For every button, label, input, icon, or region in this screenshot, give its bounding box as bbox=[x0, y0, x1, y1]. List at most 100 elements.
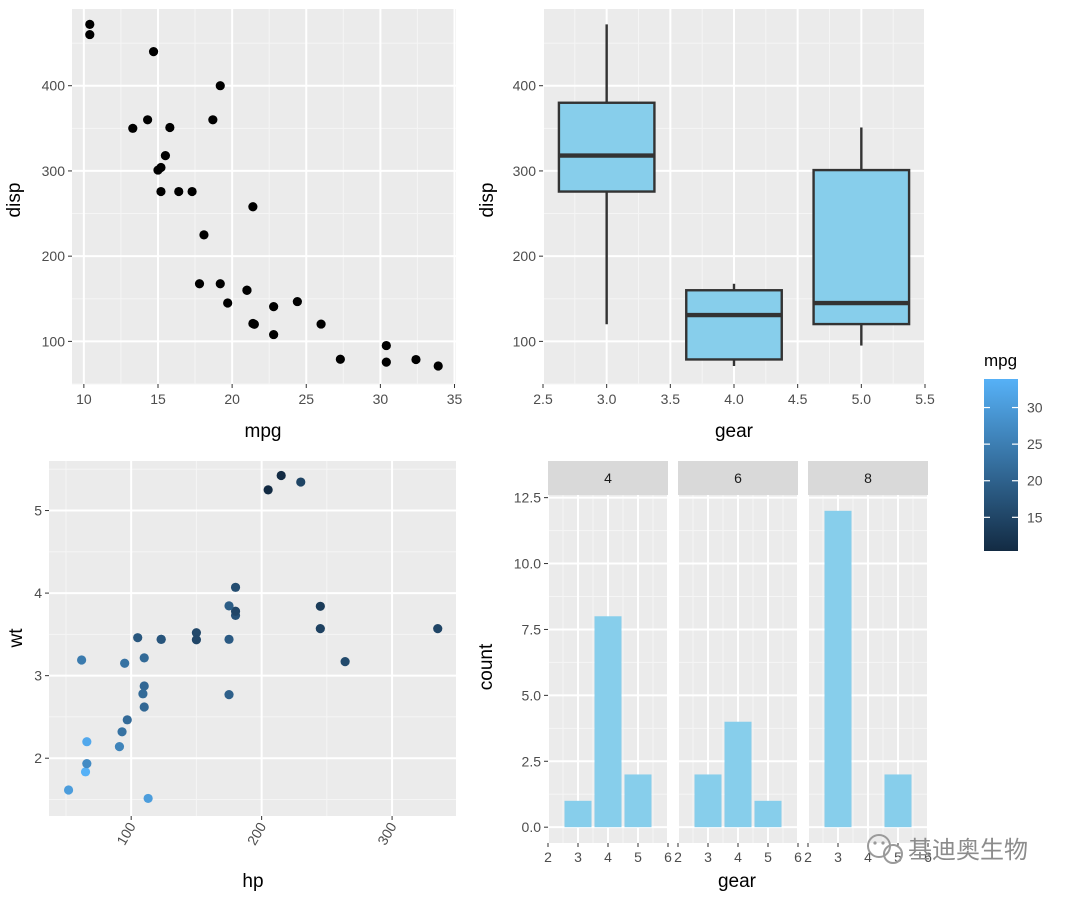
panel-a-point bbox=[248, 318, 258, 329]
panel-a-point bbox=[199, 230, 209, 240]
panel-b-y-tick-label: 300 bbox=[513, 163, 537, 179]
panel-b-y-title: disp bbox=[477, 183, 498, 218]
legend-colorbar bbox=[984, 379, 1018, 551]
watermark: 基迪奥生物 bbox=[867, 834, 1028, 864]
panel-a-background bbox=[72, 9, 456, 384]
panel-c-point bbox=[77, 655, 87, 665]
panel-a-point bbox=[381, 340, 391, 351]
panel-c-point bbox=[276, 470, 286, 481]
panel-b-x-tick-label: 3.0 bbox=[597, 391, 617, 407]
panel-c-x-title: hp bbox=[242, 871, 263, 892]
panel-c-marks: 100 200 300 2 3 4 5 bbox=[34, 461, 456, 848]
panel-a-x-tick-label: 35 bbox=[447, 391, 463, 407]
panel-c-point bbox=[120, 658, 130, 668]
panel-d-y-tick-label: 2.5 bbox=[522, 753, 542, 769]
panel-a-point bbox=[269, 329, 279, 340]
panel-a-x-tick-label: 30 bbox=[373, 391, 389, 407]
panel-b-y-tick-label: 200 bbox=[513, 248, 537, 264]
panel-c-y-tick-label: 5 bbox=[34, 503, 42, 519]
panel-b-box bbox=[812, 168, 911, 326]
wechat-icon bbox=[867, 834, 903, 864]
panel-c-x-tick-label: 100 bbox=[113, 819, 139, 847]
panel-d-y-tick-label: 7.5 bbox=[522, 621, 542, 637]
panel-c-point bbox=[224, 601, 234, 611]
panel-b-x-title: gear bbox=[715, 421, 754, 442]
panel-a-marks: 10 15 20 25 30 35 100 200 300 400 bbox=[42, 9, 463, 407]
panel-c-point bbox=[230, 606, 241, 616]
panel-c-point bbox=[63, 785, 74, 795]
panel-c-y-tick-label: 3 bbox=[34, 668, 42, 684]
panel-a-x-tick-label: 15 bbox=[150, 391, 166, 407]
panel-b-x-tick-label: 2.5 bbox=[533, 391, 553, 407]
panel-a-point bbox=[316, 319, 326, 329]
panel-d-y-tick-label: 0.0 bbox=[522, 819, 542, 835]
panel-c-point bbox=[143, 793, 153, 804]
panel-c-point bbox=[139, 653, 149, 663]
legend-tick-label: 25 bbox=[1027, 436, 1043, 452]
panel-a-point bbox=[215, 279, 225, 289]
panel-a-point bbox=[208, 115, 218, 125]
bar-gear-3 bbox=[824, 510, 852, 828]
panel-c-point bbox=[139, 681, 149, 691]
panel-a-y-tick-label: 300 bbox=[42, 163, 66, 179]
chart-scatter-mpg-disp: 10 15 20 25 30 35 100 200 300 400 mpg disp bbox=[4, 9, 463, 442]
panel-d-x-title: gear bbox=[718, 871, 757, 892]
panel-a-point bbox=[128, 123, 138, 133]
panel-c-point bbox=[340, 657, 350, 667]
panel-a-point bbox=[292, 296, 302, 307]
panel-c-y-tick-label: 2 bbox=[34, 750, 42, 766]
panel-c-point bbox=[315, 601, 325, 611]
panel-d-marks: 42 3 4 5 662 3 4 5 682 3 4 5 60.02.55.07.510.012.5 bbox=[514, 461, 932, 865]
panel-a-point bbox=[165, 122, 175, 133]
panel-c-point bbox=[263, 485, 273, 495]
panel-c-y-title: wt bbox=[6, 628, 27, 649]
panel-a-y-tick-label: 100 bbox=[42, 333, 66, 349]
panel-c-point bbox=[433, 623, 443, 634]
bar-gear-3 bbox=[694, 774, 722, 828]
facet-x-tick-label: 4 bbox=[864, 849, 872, 865]
panel-c-point bbox=[80, 767, 91, 777]
legend-marks: 15 20 25 30 bbox=[984, 400, 1043, 525]
facet-strip bbox=[678, 461, 798, 495]
facet-x-tick-label: 6 bbox=[664, 849, 672, 865]
panel-a-point bbox=[194, 279, 205, 289]
panel-c-point bbox=[315, 623, 325, 634]
legend-tick-label: 20 bbox=[1027, 473, 1043, 489]
panel-a-point bbox=[153, 165, 163, 175]
panel-b-x-tick-label: 5.0 bbox=[852, 391, 872, 407]
legend-tick-label: 15 bbox=[1027, 509, 1043, 525]
panel-a-point bbox=[223, 298, 233, 308]
panel-a-point bbox=[381, 357, 391, 367]
panel-c-point bbox=[139, 702, 149, 712]
facet-x-tick-label: 4 bbox=[734, 849, 742, 865]
bar-gear-4 bbox=[594, 616, 622, 828]
panel-a-point bbox=[215, 81, 225, 91]
facet-x-tick-label: 5 bbox=[764, 849, 772, 865]
panel-c-point bbox=[191, 628, 202, 638]
panel-d-y-tick-label: 5.0 bbox=[522, 687, 542, 703]
panel-b-box bbox=[685, 289, 783, 361]
facet-x-tick-label: 3 bbox=[704, 849, 712, 865]
facet-x-tick-label: 2 bbox=[674, 849, 682, 865]
facet-x-tick-label: 6 bbox=[794, 849, 802, 865]
panel-c-point bbox=[122, 715, 132, 725]
bar-gear-5 bbox=[624, 774, 652, 828]
facet-strip-label: 8 bbox=[864, 470, 872, 486]
panel-b-marks: 2.5 3.0 3.5 4.0 4.5 5.0 5.5 100 200 300 400 bbox=[513, 9, 935, 407]
panel-a-point bbox=[143, 115, 153, 125]
bar-gear-5 bbox=[884, 774, 912, 828]
panel-c-point bbox=[230, 582, 241, 592]
panel-a-point bbox=[85, 19, 95, 29]
legend-title: mpg bbox=[984, 351, 1017, 370]
panel-a-y-title: disp bbox=[4, 183, 25, 218]
facet-x-tick-label: 5 bbox=[894, 849, 902, 865]
panel-c-point bbox=[191, 635, 202, 645]
facet-strip bbox=[808, 461, 928, 495]
panel-a-x-title: mpg bbox=[245, 421, 282, 442]
facet-x-tick-label: 2 bbox=[544, 849, 552, 865]
panel-a-point bbox=[174, 186, 184, 197]
panel-a-point bbox=[148, 47, 159, 57]
panel-b-box bbox=[557, 101, 656, 193]
panel-c-x-tick-label: 200 bbox=[244, 819, 270, 847]
panel-c-point bbox=[156, 634, 166, 644]
